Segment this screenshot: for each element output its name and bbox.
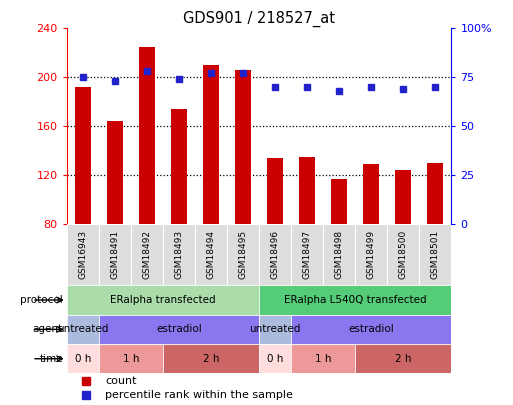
FancyBboxPatch shape (98, 344, 163, 373)
Text: GSM18494: GSM18494 (206, 230, 215, 279)
FancyBboxPatch shape (131, 224, 163, 285)
FancyBboxPatch shape (355, 344, 451, 373)
Bar (235, 70, 251, 224)
Text: 1 h: 1 h (315, 354, 331, 364)
Text: percentile rank within the sample: percentile rank within the sample (105, 390, 293, 400)
FancyBboxPatch shape (163, 224, 195, 285)
Text: GSM18491: GSM18491 (110, 230, 120, 279)
FancyBboxPatch shape (227, 224, 259, 285)
Text: GSM16943: GSM16943 (78, 230, 87, 279)
Text: GSM18495: GSM18495 (239, 230, 248, 279)
FancyBboxPatch shape (259, 224, 291, 285)
FancyBboxPatch shape (323, 224, 355, 285)
FancyBboxPatch shape (291, 344, 355, 373)
Text: 2 h: 2 h (395, 354, 411, 364)
Text: 2 h: 2 h (203, 354, 219, 364)
FancyBboxPatch shape (355, 224, 387, 285)
Text: time: time (39, 354, 63, 364)
Text: estradiol: estradiol (348, 324, 394, 335)
FancyBboxPatch shape (163, 344, 259, 373)
FancyBboxPatch shape (98, 224, 131, 285)
Text: agent: agent (33, 324, 63, 335)
FancyBboxPatch shape (291, 224, 323, 285)
FancyBboxPatch shape (259, 285, 451, 315)
FancyBboxPatch shape (420, 224, 451, 285)
FancyBboxPatch shape (387, 224, 420, 285)
Text: 0 h: 0 h (74, 354, 91, 364)
FancyBboxPatch shape (259, 344, 291, 373)
Text: GSM18500: GSM18500 (399, 230, 408, 279)
FancyBboxPatch shape (67, 224, 98, 285)
Bar (75, 87, 91, 224)
FancyBboxPatch shape (98, 315, 259, 344)
Text: estradiol: estradiol (156, 324, 202, 335)
Text: GSM18493: GSM18493 (174, 230, 184, 279)
Text: GSM18492: GSM18492 (142, 230, 151, 279)
Text: 1 h: 1 h (123, 354, 139, 364)
Text: untreated: untreated (57, 324, 108, 335)
Bar (427, 163, 443, 224)
FancyBboxPatch shape (67, 344, 98, 373)
Text: GSM18496: GSM18496 (270, 230, 280, 279)
Text: protocol: protocol (20, 295, 63, 305)
Bar (107, 122, 123, 224)
Text: count: count (105, 376, 136, 386)
Bar (331, 179, 347, 224)
Text: GSM18497: GSM18497 (303, 230, 312, 279)
FancyBboxPatch shape (67, 315, 98, 344)
Bar (139, 47, 155, 224)
FancyBboxPatch shape (67, 285, 259, 315)
Bar (203, 65, 219, 224)
Title: GDS901 / 218527_at: GDS901 / 218527_at (183, 11, 335, 27)
Bar (396, 170, 411, 224)
Text: untreated: untreated (249, 324, 301, 335)
Bar (267, 158, 283, 224)
Text: GSM18498: GSM18498 (334, 230, 344, 279)
Text: ERalpha transfected: ERalpha transfected (110, 295, 215, 305)
Text: ERalpha L540Q transfected: ERalpha L540Q transfected (284, 295, 427, 305)
FancyBboxPatch shape (195, 224, 227, 285)
Text: 0 h: 0 h (267, 354, 283, 364)
Text: GSM18501: GSM18501 (431, 230, 440, 279)
FancyBboxPatch shape (259, 315, 291, 344)
Bar (299, 157, 315, 224)
Text: GSM18499: GSM18499 (367, 230, 376, 279)
FancyBboxPatch shape (291, 315, 451, 344)
Bar (363, 164, 379, 224)
Bar (171, 109, 187, 224)
